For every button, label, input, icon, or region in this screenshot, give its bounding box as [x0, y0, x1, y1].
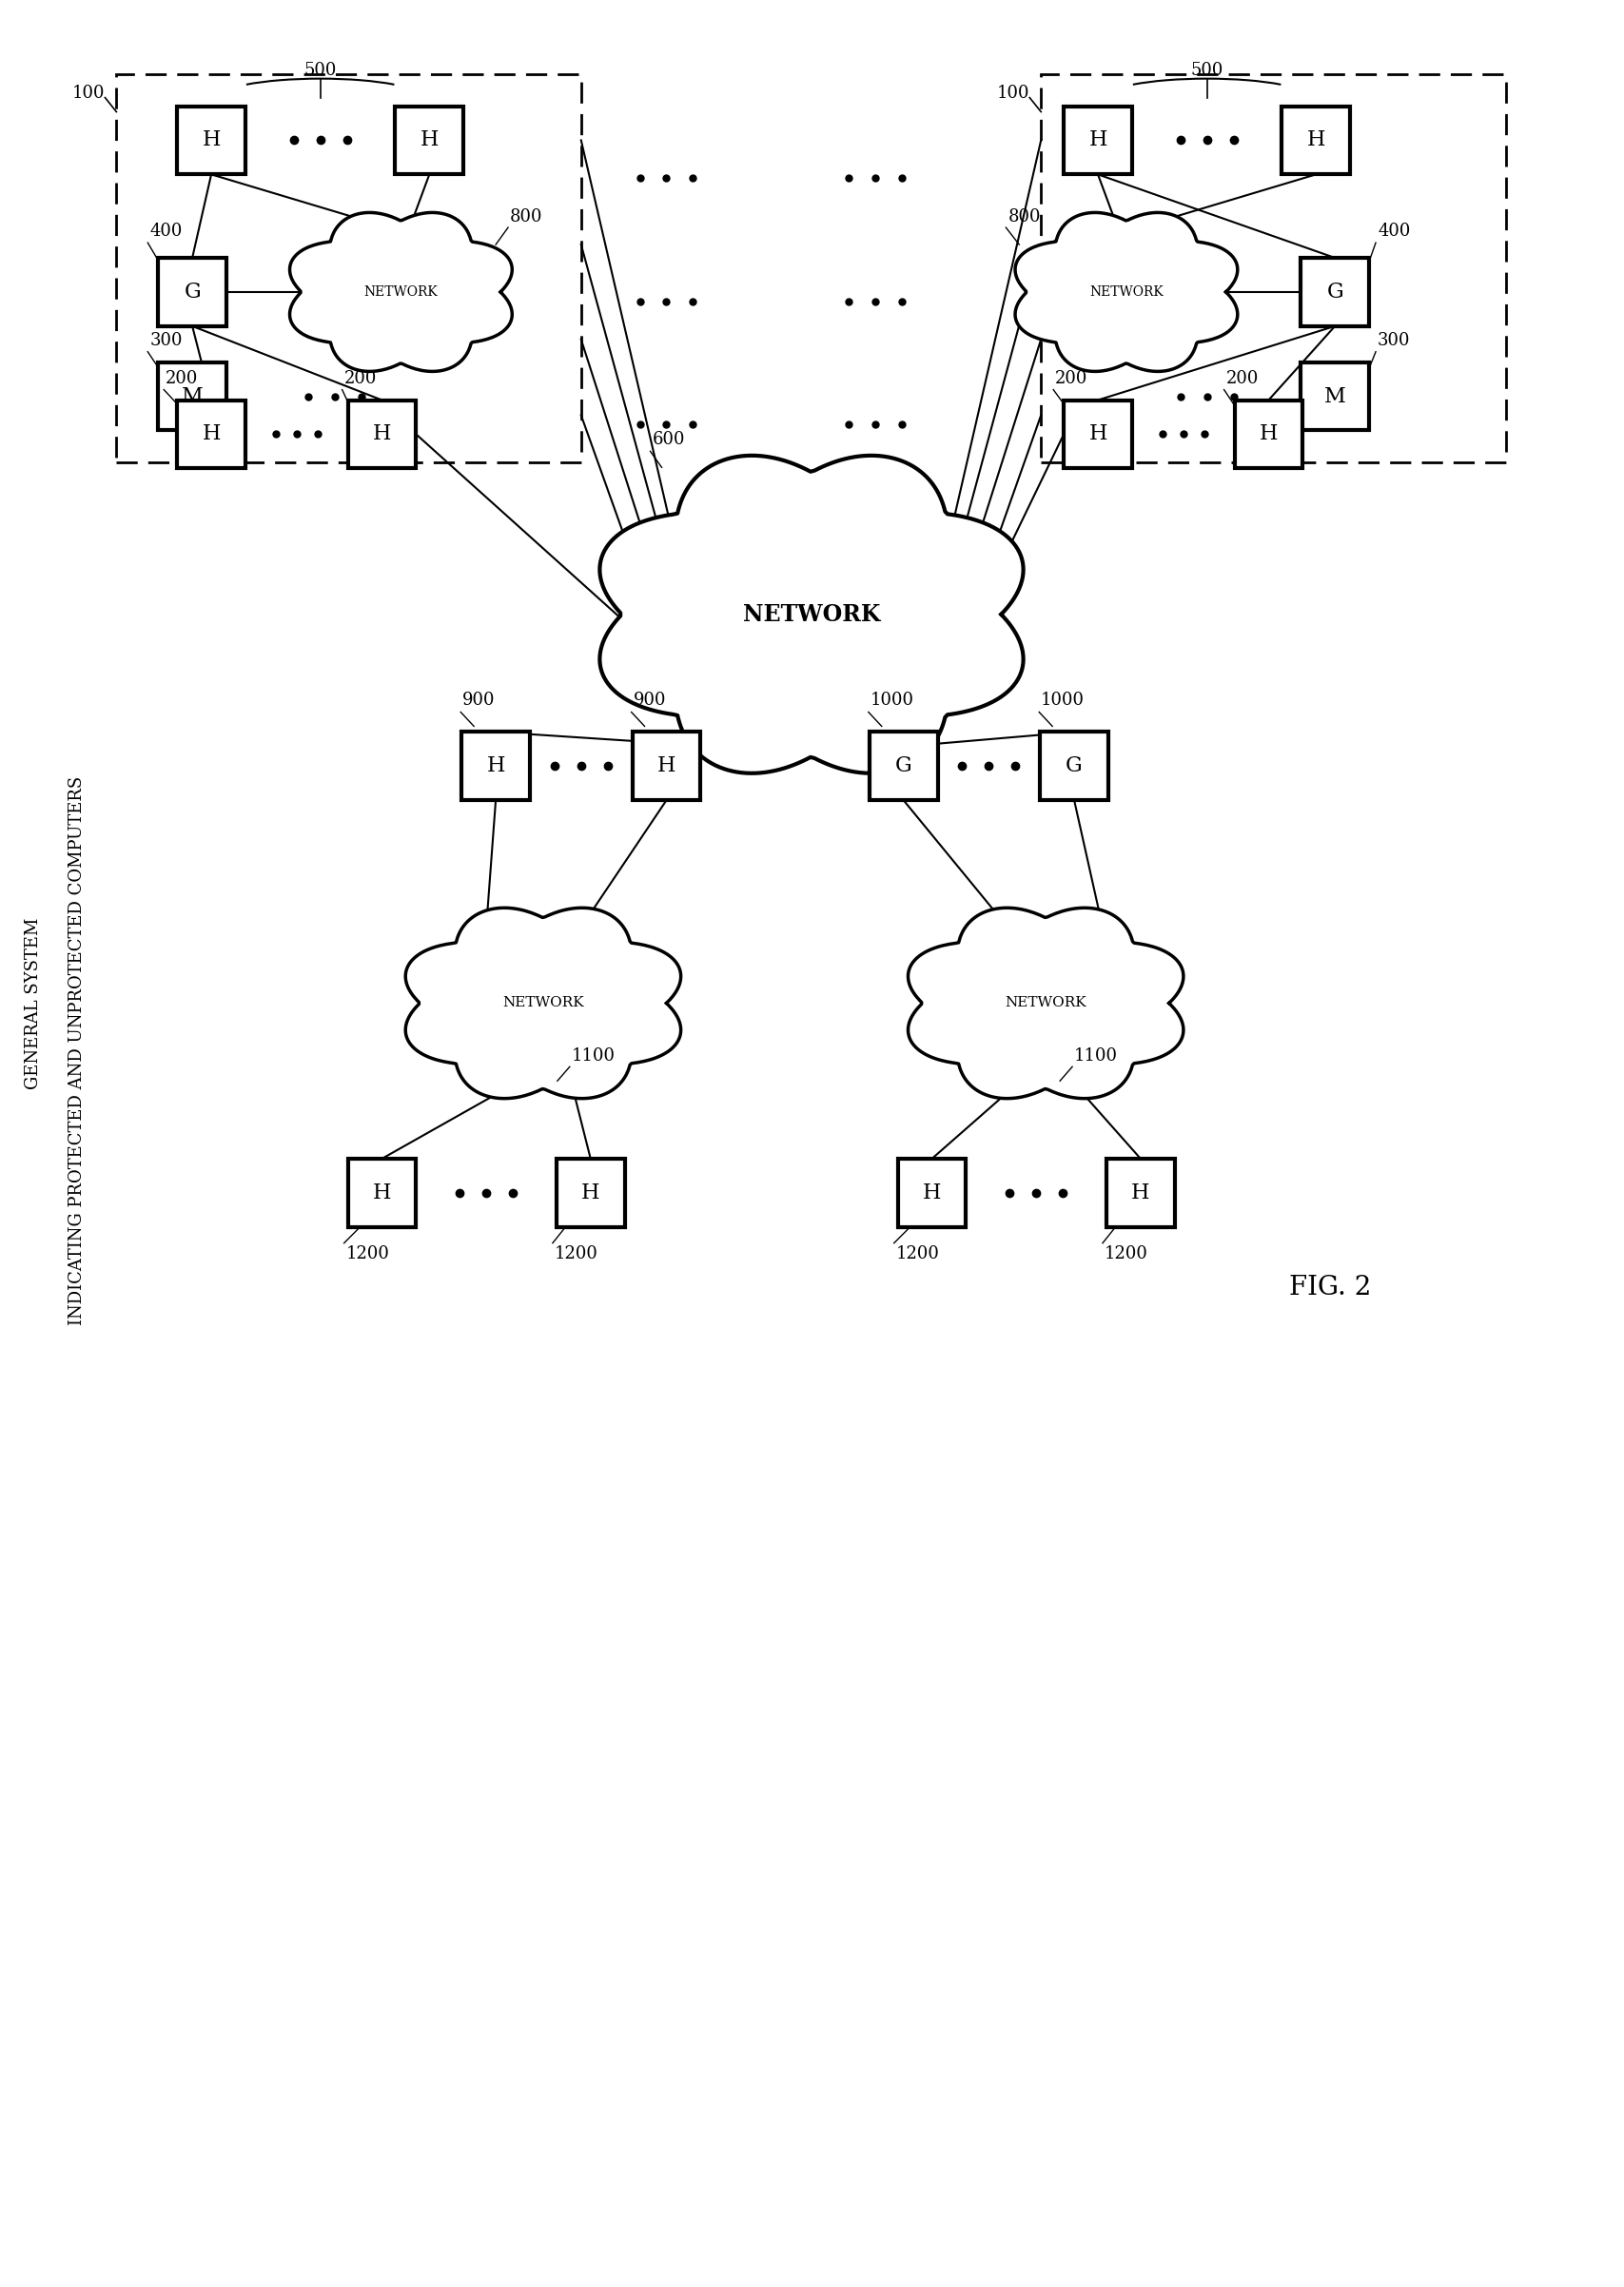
- Text: M: M: [182, 387, 203, 407]
- Text: H: H: [1259, 423, 1278, 444]
- Text: NETWORK: NETWORK: [1005, 997, 1086, 1011]
- Text: 500: 500: [304, 62, 336, 78]
- Text: H: H: [487, 755, 505, 778]
- Text: 200: 200: [1226, 370, 1259, 387]
- Text: H: H: [421, 130, 438, 151]
- Text: 900: 900: [463, 693, 495, 709]
- Polygon shape: [289, 213, 512, 370]
- Bar: [632, 732, 700, 800]
- Bar: [348, 400, 416, 469]
- Text: FIG. 2: FIG. 2: [1289, 1274, 1371, 1301]
- Text: NETWORK: NETWORK: [1090, 286, 1163, 300]
- Text: 400: 400: [149, 222, 182, 240]
- Text: GENERAL SYSTEM: GENERAL SYSTEM: [24, 917, 42, 1089]
- Text: 1200: 1200: [1104, 1244, 1148, 1262]
- Text: 800: 800: [1009, 208, 1041, 226]
- Text: NETWORK: NETWORK: [364, 286, 438, 300]
- Bar: [557, 1160, 625, 1226]
- Text: 200: 200: [166, 370, 198, 387]
- Bar: [158, 258, 226, 327]
- Bar: [461, 732, 529, 800]
- Text: 100: 100: [71, 85, 106, 101]
- Bar: [395, 105, 463, 174]
- Text: H: H: [372, 1182, 391, 1203]
- Bar: [348, 1160, 416, 1226]
- Bar: [1106, 1160, 1174, 1226]
- Polygon shape: [1015, 213, 1237, 370]
- Text: 100: 100: [997, 85, 1030, 101]
- Text: H: H: [1307, 130, 1325, 151]
- Bar: [1301, 361, 1369, 430]
- Bar: [177, 105, 245, 174]
- Text: G: G: [1327, 281, 1343, 302]
- Text: G: G: [1065, 755, 1083, 778]
- Text: H: H: [1088, 130, 1108, 151]
- Bar: [869, 732, 937, 800]
- Bar: [1041, 73, 1505, 462]
- Text: H: H: [1132, 1182, 1150, 1203]
- Text: 300: 300: [149, 332, 182, 350]
- Text: H: H: [658, 755, 676, 778]
- Bar: [117, 73, 581, 462]
- Bar: [1301, 258, 1369, 327]
- Text: 1000: 1000: [870, 693, 914, 709]
- Text: 400: 400: [1377, 222, 1410, 240]
- Text: INDICATING PROTECTED AND UNPROTECTED COMPUTERS: INDICATING PROTECTED AND UNPROTECTED COM…: [68, 775, 84, 1324]
- Text: H: H: [372, 423, 391, 444]
- Text: M: M: [1324, 387, 1346, 407]
- Text: 1100: 1100: [572, 1047, 615, 1066]
- Text: 800: 800: [510, 208, 542, 226]
- Text: 1200: 1200: [346, 1244, 390, 1262]
- Text: H: H: [922, 1182, 942, 1203]
- Text: G: G: [895, 755, 913, 778]
- Text: 1100: 1100: [1073, 1047, 1117, 1066]
- Text: 200: 200: [344, 370, 377, 387]
- Text: H: H: [201, 423, 221, 444]
- Text: 900: 900: [633, 693, 666, 709]
- Text: NETWORK: NETWORK: [742, 604, 880, 627]
- Text: 1000: 1000: [1041, 693, 1085, 709]
- Polygon shape: [908, 908, 1184, 1098]
- Text: 300: 300: [1377, 332, 1411, 350]
- Bar: [1039, 732, 1108, 800]
- Bar: [1281, 105, 1350, 174]
- Text: 1200: 1200: [896, 1244, 940, 1262]
- Bar: [1064, 105, 1132, 174]
- Text: 600: 600: [653, 432, 685, 448]
- Text: G: G: [184, 281, 201, 302]
- Text: 500: 500: [1190, 62, 1223, 78]
- Bar: [158, 361, 226, 430]
- Text: 1200: 1200: [554, 1244, 598, 1262]
- Bar: [898, 1160, 966, 1226]
- Bar: [177, 400, 245, 469]
- Polygon shape: [406, 908, 680, 1098]
- Polygon shape: [599, 455, 1023, 773]
- Bar: [1064, 400, 1132, 469]
- Text: H: H: [1088, 423, 1108, 444]
- Text: H: H: [201, 130, 221, 151]
- Bar: [1234, 400, 1302, 469]
- Text: NETWORK: NETWORK: [502, 997, 585, 1011]
- Text: H: H: [581, 1182, 599, 1203]
- Text: 200: 200: [1056, 370, 1088, 387]
